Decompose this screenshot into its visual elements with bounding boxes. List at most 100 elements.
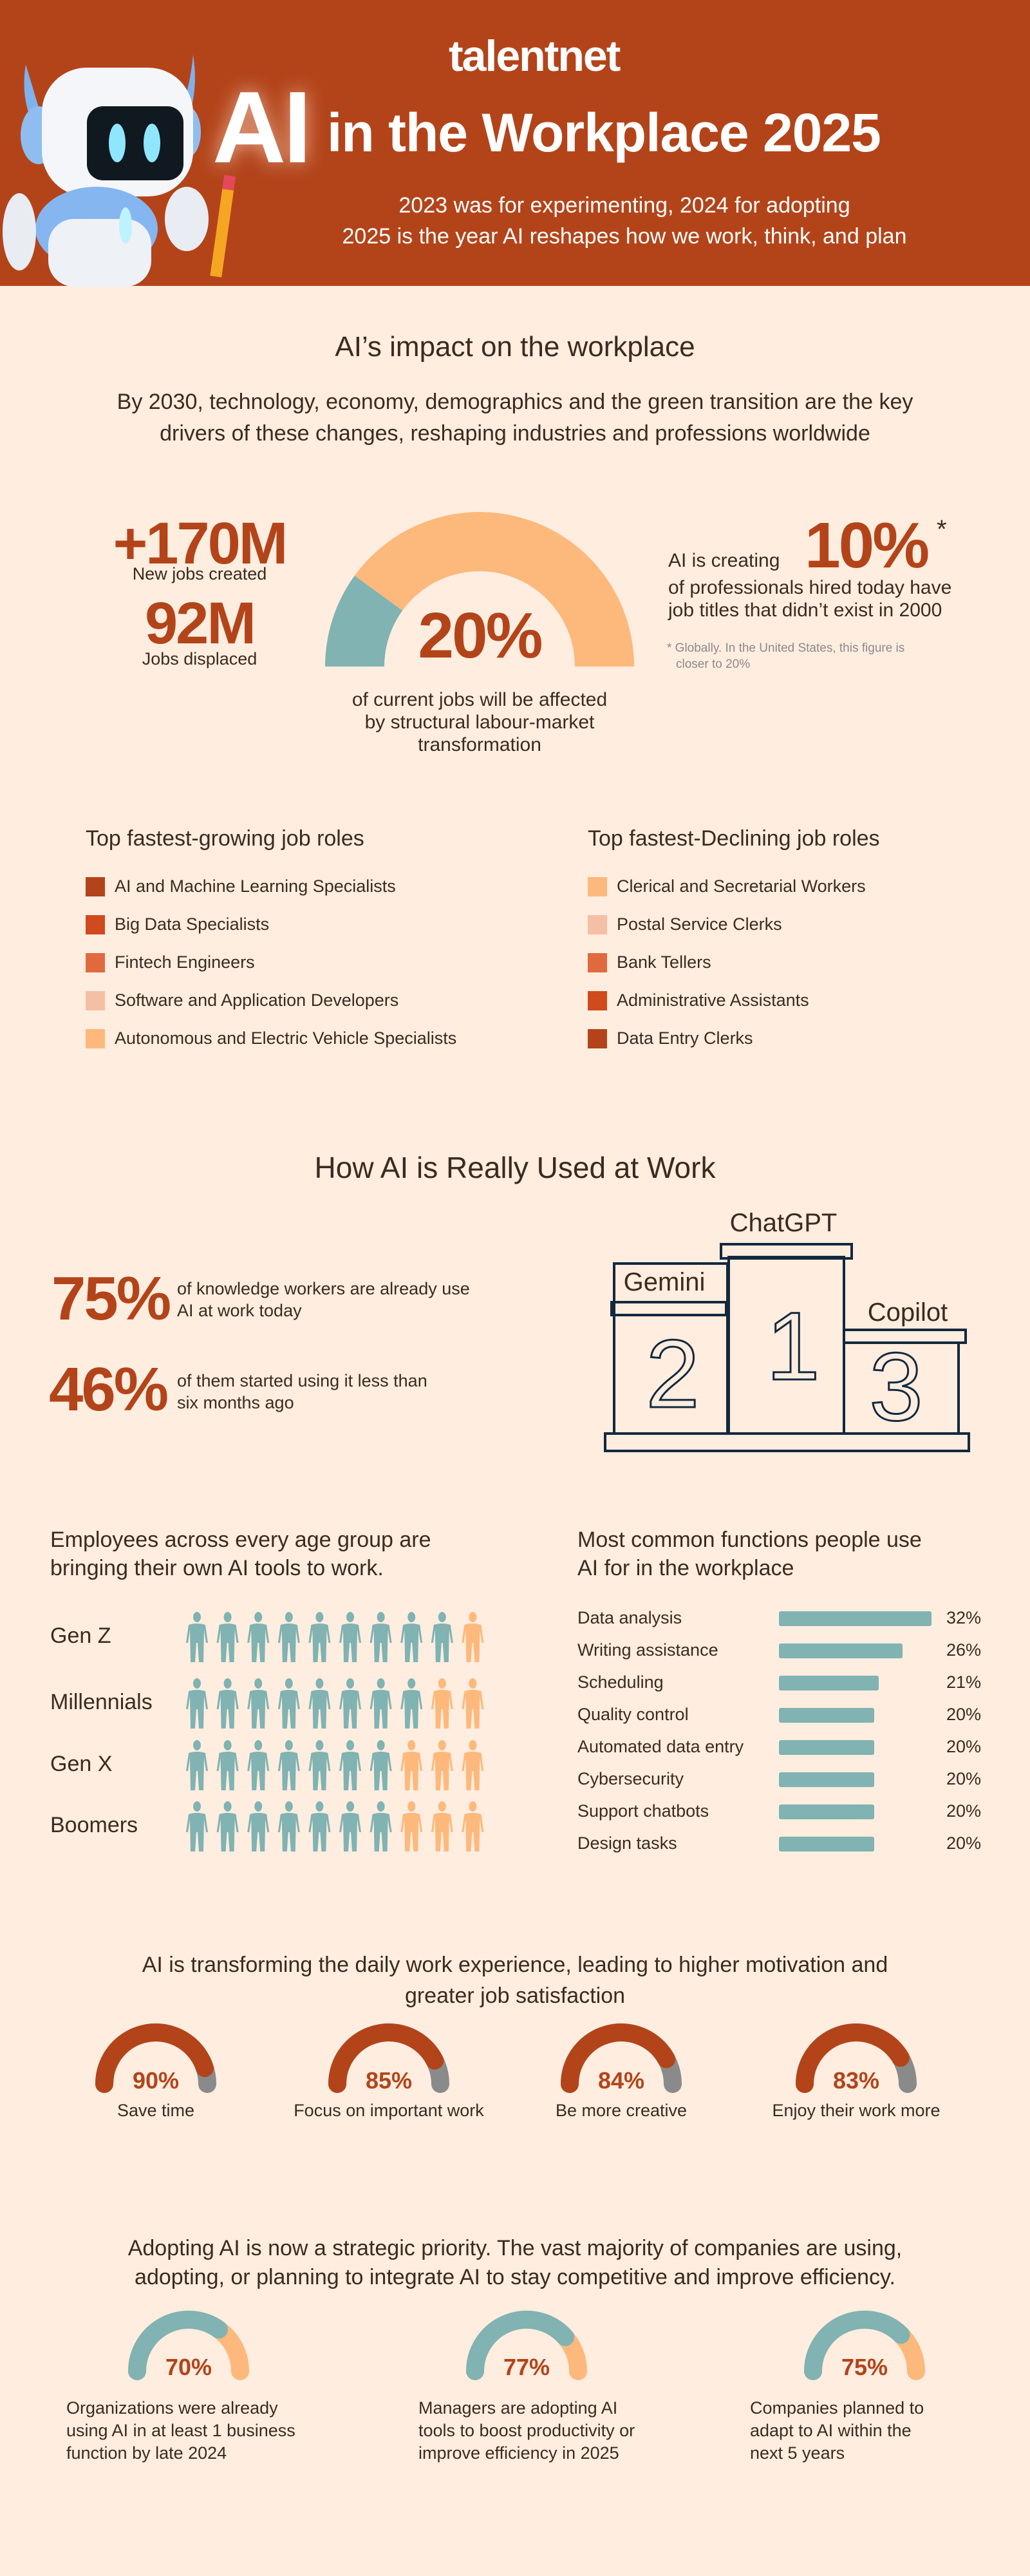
person-icon: [339, 1740, 361, 1790]
role-color-swatch: [86, 1029, 105, 1048]
gauge-description-line: Organizations were already: [66, 2398, 278, 2418]
gauge-value: 77%: [503, 2354, 550, 2380]
bar: [779, 1611, 932, 1626]
talentnet-logo: talentnet: [449, 32, 621, 80]
bar: [779, 1772, 874, 1787]
new-titles-prefix: AI is creating: [668, 550, 780, 571]
age-group-label: Boomers: [50, 1813, 138, 1837]
declining-roles-heading: Top fastest-Declining job roles: [588, 826, 880, 851]
satisfaction-gauge: [95, 2023, 216, 2093]
rank-2-numeral: 2: [646, 1320, 699, 1428]
bar-value-label: 26%: [946, 1640, 982, 1660]
person-icon: [370, 1801, 392, 1852]
bar-category-label: Scheduling: [577, 1672, 664, 1692]
new-jobs-value: +170M: [113, 511, 288, 576]
growing-roles-heading: Top fastest-growing job roles: [86, 826, 364, 851]
satisfaction-gauge: [561, 2023, 682, 2093]
age-group-row: [186, 1678, 484, 1728]
satisfaction-heading-line-2: greater job satisfaction: [404, 1984, 626, 2008]
stat-75-line-2: AI at work today: [177, 1301, 302, 1320]
bar: [779, 1708, 874, 1723]
gauge-value: 85%: [365, 2067, 413, 2094]
adoption-heading-line-1: Adopting AI is now a strategic priority.…: [127, 2236, 903, 2260]
podium-first-cap: [720, 1243, 853, 1260]
person-icon: [308, 1678, 331, 1728]
role-item: AI and Machine Learning Specialists: [115, 876, 396, 896]
bar-value-label: 20%: [946, 1705, 982, 1724]
person-icon: [431, 1612, 453, 1662]
person-icon: [431, 1801, 453, 1852]
role-item: Clerical and Secretarial Workers: [617, 876, 866, 896]
gauge-fill: [328, 2023, 444, 2093]
role-color-swatch: [588, 915, 607, 934]
role-item: Data Entry Clerks: [617, 1028, 753, 1048]
podium-second-name: Gemini: [624, 1268, 706, 1296]
gauge-description-line: improve efficiency in 2025: [418, 2443, 619, 2463]
page-title: in the Workplace 2025: [327, 102, 881, 163]
role-color-swatch: [588, 953, 607, 972]
gauge-fill: [128, 2311, 229, 2380]
header-banner: talentnet AI in the Workplace 2025 2023 …: [0, 0, 1030, 287]
role-item: Administrative Assistants: [617, 990, 809, 1010]
bar: [779, 1837, 874, 1852]
gauge-description-line: Companies planned to: [750, 2398, 924, 2418]
role-color-swatch: [86, 915, 105, 934]
gauge-fill: [95, 2023, 214, 2093]
affected-line-2: by structural labour-market: [364, 712, 595, 733]
role-color-swatch: [588, 1029, 607, 1048]
adoption-gauge: [804, 2311, 925, 2380]
person-icon: [308, 1801, 331, 1852]
gauge-value: 84%: [597, 2067, 645, 2094]
role-color-swatch: [86, 991, 105, 1010]
impact-heading: AI’s impact on the workplace: [335, 331, 695, 363]
person-icon: [400, 1740, 423, 1790]
age-group-label: Gen Z: [50, 1624, 111, 1648]
gauge-fill: [804, 2311, 910, 2380]
gauge-description-line: adapt to AI within the: [750, 2421, 912, 2440]
podium-first-name: ChatGPT: [730, 1209, 838, 1237]
adoption-gauge: [128, 2311, 249, 2380]
person-icon: [462, 1801, 484, 1852]
stat-46-line-1: of them started using it less than: [177, 1371, 427, 1390]
person-icon: [247, 1678, 270, 1728]
usage-heading: How AI is Really Used at Work: [314, 1151, 716, 1184]
bar-category-label: Data analysis: [577, 1608, 682, 1627]
person-icon: [400, 1801, 423, 1852]
gauge-value: 90%: [132, 2067, 180, 2094]
bar-category-label: Automated data entry: [577, 1737, 744, 1756]
gauge-description-line: Managers are adopting AI: [418, 2398, 618, 2418]
new-titles-value: 10%: [805, 509, 930, 582]
satisfaction-gauge: [328, 2023, 449, 2093]
bar-category-label: Cybersecurity: [577, 1769, 684, 1788]
subtitle-line-2: 2025 is the year AI reshapes how we work…: [342, 224, 907, 249]
bar-value-label: 20%: [946, 1769, 982, 1788]
person-icon: [247, 1740, 270, 1790]
displaced-label: Jobs displaced: [142, 649, 258, 668]
bar-value-label: 32%: [946, 1608, 982, 1627]
gauge-value: 70%: [165, 2354, 212, 2380]
age-group-row: [186, 1801, 484, 1852]
role-item: Big Data Specialists: [115, 914, 270, 934]
gauge-description-line: using AI in at least 1 business: [66, 2421, 295, 2440]
person-icon: [216, 1612, 239, 1662]
role-item: Software and Application Developers: [115, 990, 399, 1010]
bar-value-label: 20%: [946, 1833, 982, 1853]
role-item: Fintech Engineers: [115, 952, 255, 972]
rank-3-numeral: 3: [869, 1332, 922, 1441]
person-icon: [186, 1801, 208, 1852]
person-icon: [186, 1612, 208, 1662]
person-icon: [462, 1612, 484, 1662]
role-color-swatch: [86, 953, 105, 972]
chart-title-line-2: AI for in the workplace: [577, 1556, 794, 1580]
arch-affected-segment: [325, 575, 403, 668]
person-icon: [186, 1678, 208, 1728]
arch-remaining-segment: [354, 512, 634, 667]
gauge-label: Be more creative: [555, 2101, 688, 2120]
podium-illustration: 2 1 3 ChatGPT Gemini Copilot: [604, 1209, 970, 1452]
person-icon: [277, 1801, 300, 1852]
person-icon: [431, 1740, 453, 1790]
person-icon: [339, 1801, 361, 1852]
gauge-label: Enjoy their work more: [772, 2101, 941, 2120]
footnote-line-2: closer to 20%: [676, 658, 751, 671]
age-group-row: [186, 1612, 484, 1662]
